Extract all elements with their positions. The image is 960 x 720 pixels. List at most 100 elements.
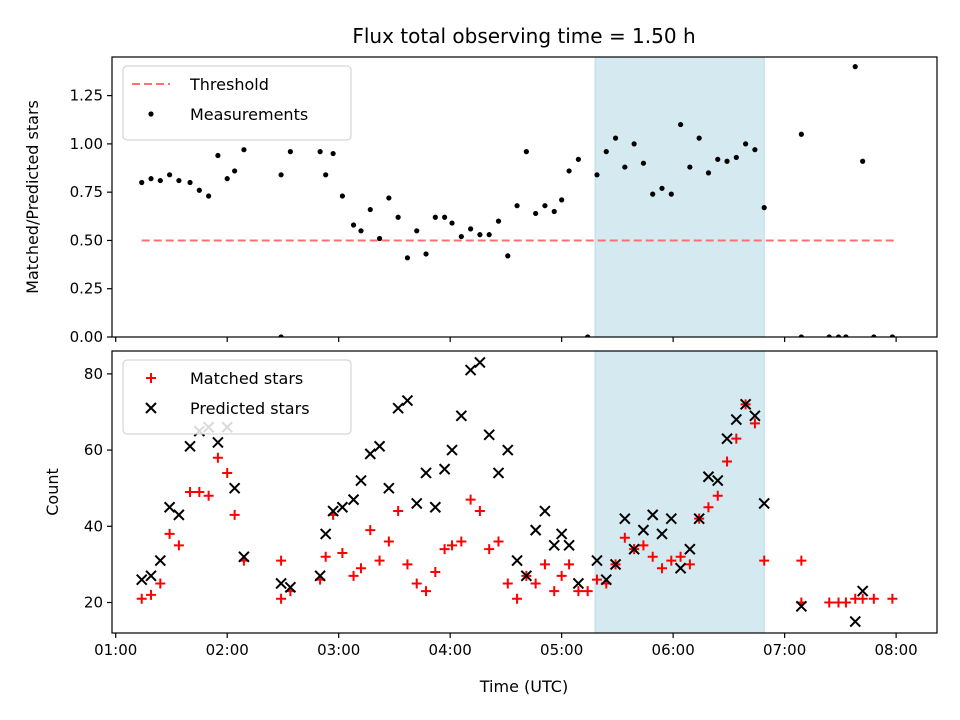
shaded-region — [594, 57, 765, 337]
data-point — [638, 540, 649, 551]
data-point — [857, 593, 868, 604]
data-point — [449, 220, 455, 226]
plot-area — [139, 57, 897, 337]
data-point — [167, 172, 173, 178]
data-point — [465, 494, 476, 505]
data-point — [600, 573, 612, 586]
data-point — [367, 206, 373, 213]
data-point — [157, 177, 163, 184]
data-point — [640, 160, 647, 166]
data-point — [420, 467, 432, 479]
data-point — [530, 578, 541, 589]
y-tick-label: 40 — [84, 517, 103, 535]
data-point — [619, 532, 630, 543]
data-point — [637, 524, 650, 536]
data-point — [317, 149, 323, 155]
data-point — [176, 177, 182, 184]
data-point — [511, 554, 523, 567]
data-point — [512, 593, 523, 604]
data-point — [411, 497, 423, 510]
data-point — [749, 418, 760, 429]
legend-label: Predicted stars — [190, 399, 310, 418]
bottom-panel: 20 40 60 80 01:00 02:00 03:00 04:00 05:00 06:00 07… — [43, 350, 938, 659]
data-point — [145, 570, 157, 582]
data-point — [555, 528, 568, 540]
data-point — [196, 187, 202, 193]
data-point — [215, 152, 221, 159]
y-axis-label: Count — [43, 468, 62, 516]
data-point — [572, 577, 585, 590]
data-point — [650, 191, 656, 197]
data-point — [657, 563, 667, 574]
data-point — [477, 232, 483, 238]
data-point — [563, 539, 575, 552]
x-tick-label: 07:00 — [763, 641, 806, 659]
data-point — [173, 540, 184, 551]
data-point — [187, 179, 193, 186]
data-point — [330, 150, 336, 157]
data-point — [594, 172, 600, 178]
data-point — [687, 164, 693, 170]
data-point — [529, 524, 542, 536]
data-point — [421, 586, 432, 597]
data-point — [438, 463, 451, 475]
data-point — [139, 179, 145, 186]
data-point — [539, 505, 551, 517]
data-point — [439, 544, 450, 555]
data-point — [889, 334, 896, 337]
data-point — [395, 214, 401, 220]
data-point — [703, 502, 714, 513]
data-point — [228, 482, 241, 494]
data-point — [840, 597, 851, 608]
data-point — [677, 121, 684, 128]
data-point — [696, 135, 702, 141]
data-point — [163, 501, 176, 513]
data-point — [684, 559, 695, 570]
data-point — [798, 334, 804, 337]
data-point — [278, 172, 284, 178]
data-point — [665, 512, 677, 525]
data-point — [185, 487, 196, 497]
x-tick-label: 04:00 — [429, 641, 472, 659]
data-point — [383, 482, 395, 494]
data-point — [758, 497, 770, 510]
data-point — [548, 539, 560, 552]
data-point — [347, 493, 360, 506]
y-tick-label: 80 — [84, 365, 103, 383]
y-tick-label: 1.00 — [70, 135, 103, 153]
x-tick-label: 05:00 — [540, 641, 583, 659]
data-point — [647, 551, 658, 562]
data-point — [591, 554, 603, 567]
data-point — [549, 586, 560, 597]
data-point — [376, 235, 383, 242]
data-point — [843, 334, 849, 337]
data-point — [148, 176, 154, 182]
legend-box — [122, 65, 352, 141]
data-point — [826, 334, 832, 337]
data-point — [411, 578, 422, 589]
data-point — [337, 547, 348, 558]
data-point — [386, 195, 392, 201]
shaded-region — [594, 351, 765, 633]
legend-swatch — [146, 373, 156, 383]
data-point — [432, 214, 438, 220]
y-tick-label: 0.75 — [70, 183, 103, 201]
data-point — [339, 193, 346, 199]
data-point — [887, 593, 898, 604]
data-point — [212, 436, 224, 449]
data-point — [474, 356, 486, 369]
y-tick-label: 0.25 — [70, 280, 103, 298]
data-point — [136, 593, 147, 604]
data-point — [203, 490, 214, 501]
data-point — [684, 543, 696, 555]
x-tick-label: 06:00 — [652, 641, 695, 659]
data-point — [575, 156, 581, 162]
x-axis-label: Time (UTC) — [479, 677, 568, 696]
data-point — [492, 467, 505, 479]
data-point — [155, 578, 166, 589]
data-point — [464, 364, 477, 376]
data-point — [355, 474, 367, 487]
data-point — [712, 490, 723, 501]
data-point — [739, 398, 752, 411]
data-point — [232, 168, 238, 174]
